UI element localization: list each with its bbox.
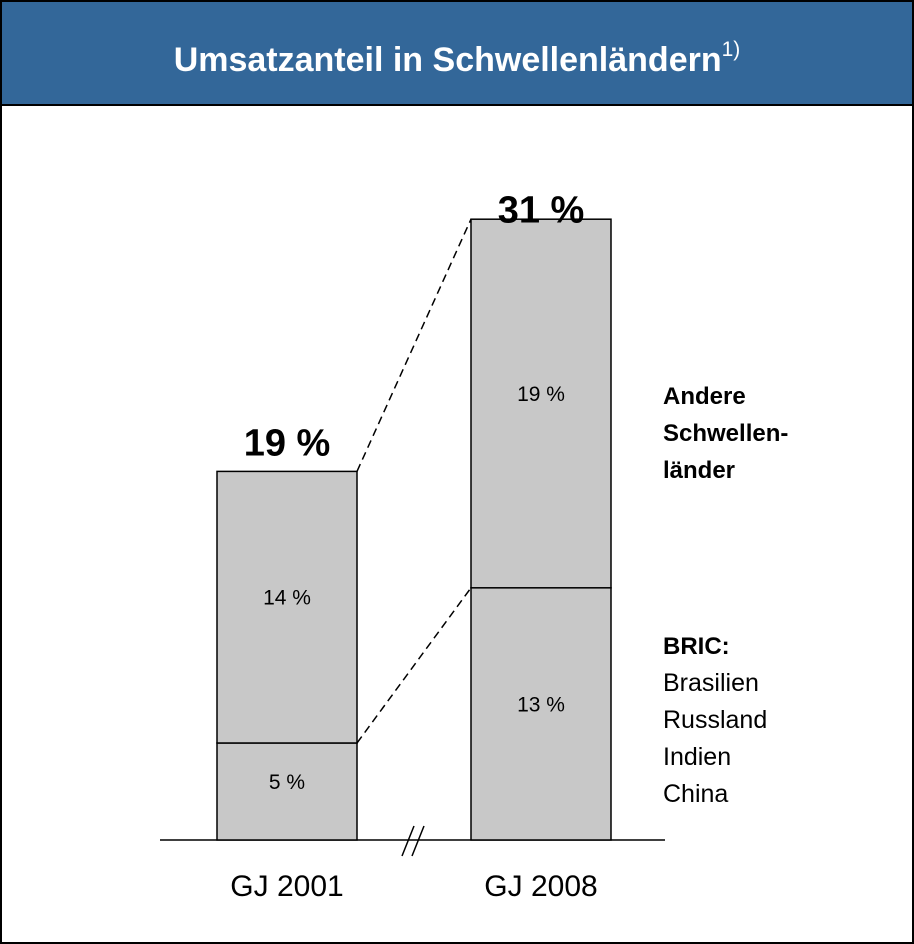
x-tick-label: GJ 2008 xyxy=(484,870,597,903)
bar-segment xyxy=(470,587,612,841)
legend: Andere Schwellen- länder xyxy=(663,378,813,489)
bar-segment xyxy=(216,470,358,744)
legend-member: Indien xyxy=(663,743,732,771)
legend-member: Russland xyxy=(663,706,768,734)
legend-member: Brasilien xyxy=(663,669,759,697)
connector xyxy=(356,587,472,744)
total-label: 19 % xyxy=(244,422,331,464)
x-tick-label: GJ 2001 xyxy=(230,870,343,903)
axis-break xyxy=(401,825,415,857)
value-label: 14 % xyxy=(263,587,311,610)
legend-label: BRIC: xyxy=(663,633,730,660)
title-note: 1) xyxy=(722,38,741,61)
bar-segment xyxy=(470,218,612,589)
chart-title-group: Umsatzanteil in Schwellenländern1) xyxy=(174,38,741,79)
legend-label: Andere Schwellen- länder xyxy=(663,383,789,484)
total-label: 31 % xyxy=(498,190,585,232)
connector xyxy=(356,218,472,472)
legend-member: China xyxy=(663,780,729,808)
chart-title: Umsatzanteil in Schwellenländern xyxy=(174,41,722,79)
axis-break xyxy=(411,825,425,857)
value-label: 19 % xyxy=(517,383,565,406)
value-label: 5 % xyxy=(269,771,305,794)
value-label: 13 % xyxy=(517,693,565,716)
header xyxy=(0,0,914,106)
legend: BRIC: Brasilien Russland Indien China xyxy=(663,628,813,813)
